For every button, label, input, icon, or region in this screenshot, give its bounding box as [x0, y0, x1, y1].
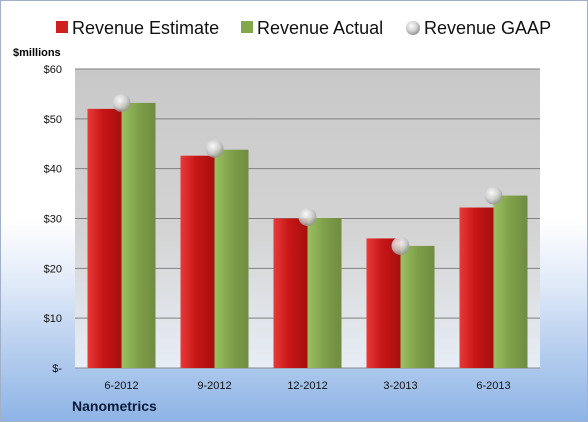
y-tick-label: $60 [44, 64, 62, 76]
y-tick-label: $50 [44, 114, 62, 126]
legend: Revenue Estimate Revenue Actual Revenue … [56, 18, 551, 38]
bar-revenue-estimate [180, 155, 215, 368]
x-tick-label: 3-2013 [383, 380, 417, 392]
bar-revenue-estimate [366, 238, 401, 368]
x-tick-label: 6-2012 [104, 380, 138, 392]
bar-revenue-actual [121, 102, 156, 369]
axis-ticks: $- $10 $20 $30 $40 $50 $60 6-2012 9-2012 12-2012 3… [44, 64, 511, 392]
bar-revenue-actual [493, 195, 528, 368]
y-tick-label: $- [52, 363, 62, 375]
legend-label-estimate: Revenue Estimate [72, 18, 219, 38]
y-tick-label: $20 [44, 263, 62, 275]
bars [87, 102, 528, 369]
y-axis-unit-label: $millions [13, 47, 61, 59]
gaap-marker [205, 139, 224, 158]
bar-revenue-actual [214, 149, 249, 368]
bar-revenue-estimate [459, 207, 494, 368]
y-tick-label: $40 [44, 164, 62, 176]
x-tick-label: 12-2012 [287, 380, 327, 392]
bar-revenue-estimate [87, 108, 122, 368]
legend-swatch-gaap [406, 21, 420, 35]
gaap-marker [484, 186, 503, 205]
y-tick-label: $10 [44, 313, 62, 325]
legend-swatch-actual [241, 21, 253, 33]
bar-revenue-actual [307, 218, 342, 368]
legend-label-actual: Revenue Actual [257, 18, 383, 38]
x-tick-label: 6-2013 [476, 380, 510, 392]
company-name: Nanometrics [72, 398, 157, 414]
legend-swatch-estimate [56, 21, 68, 33]
gaap-markers [112, 93, 503, 255]
gaap-marker [298, 208, 317, 227]
legend-label-gaap: Revenue GAAP [424, 18, 551, 38]
gaap-marker [391, 236, 410, 255]
gaap-marker [112, 93, 131, 112]
bar-revenue-estimate [273, 218, 308, 368]
bar-revenue-actual [400, 245, 435, 368]
y-tick-label: $30 [44, 214, 62, 226]
x-tick-label: 9-2012 [197, 380, 231, 392]
